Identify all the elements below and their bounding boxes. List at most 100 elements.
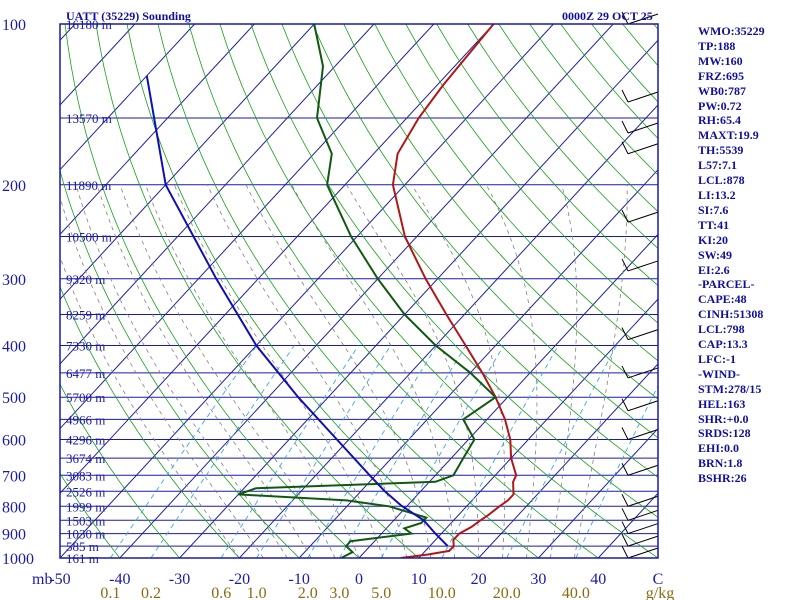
moist-adiabat-line (550, 184, 578, 558)
plot-frame (59, 23, 659, 559)
height-label: 5700 m (66, 390, 105, 405)
index-line: EHI:0.0 (698, 441, 740, 456)
wind-barb (621, 398, 629, 411)
stability-indices-panel: WMO:35229 TP:188 MW:160 FRZ:695 WB0:787 PW:0.… (698, 24, 798, 486)
isotherm-line (60, 24, 195, 171)
height-label: 4296 m (66, 433, 105, 448)
isotherm-line (239, 104, 658, 558)
height-label: 2526 m (66, 484, 105, 499)
isotherm-line (60, 24, 315, 300)
isotherm-line (298, 168, 658, 558)
temperature-trace (391, 24, 518, 558)
wind-barb (627, 535, 659, 547)
mixing-ratio-line (307, 345, 438, 558)
wind-barb (621, 521, 629, 534)
moist-adiabat-line (486, 184, 538, 558)
temperature-tick-label: 10 (411, 571, 427, 588)
wind-barb (621, 209, 629, 223)
height-label: 1503 m (66, 513, 105, 528)
mixing-ratio-line (339, 345, 467, 558)
dry-adiabat-line (60, 383, 181, 558)
plot-background (60, 24, 658, 558)
index-line: KI:20 (698, 232, 728, 247)
index-line: RH:65.4 (698, 113, 741, 128)
mixing-ratio-line (110, 345, 258, 558)
mixing-ratio-label: 5.0 (371, 585, 391, 600)
moist-adiabat-line (207, 184, 408, 558)
index-line: MAXT:19.9 (698, 128, 759, 143)
height-label: 585 m (66, 539, 99, 554)
mixing-ratio-line (506, 345, 617, 558)
moist-adiabat-line (60, 196, 264, 558)
pressure-label: 500 (2, 390, 26, 407)
dry-adiabat-line (467, 24, 658, 249)
mixing-ratio-line (441, 345, 559, 558)
index-line: HEL:163 (698, 396, 746, 411)
temperature-tick-label: 20 (471, 571, 487, 588)
temperature-tick-label: -10 (289, 571, 310, 588)
dry-adiabat-line (188, 24, 599, 558)
pressure-unit-label: mb (32, 571, 52, 588)
isotherm-line (179, 39, 658, 558)
dry-adiabat-line (157, 24, 540, 558)
wind-barb (621, 141, 629, 155)
wind-barb (627, 122, 659, 134)
wind-barb (627, 464, 659, 476)
wind-barb (627, 13, 659, 25)
temperature-tick-label: C (653, 571, 664, 588)
dry-adiabat-line (60, 285, 240, 558)
index-line: L57:7.1 (698, 158, 737, 173)
dry-adiabat-line (405, 24, 658, 324)
wind-barb (627, 495, 659, 507)
temperature-tick-label: 0 (355, 571, 363, 588)
wind-barb (627, 260, 659, 272)
height-label: 3083 m (66, 468, 105, 483)
temperature-tick-label: -20 (229, 571, 250, 588)
index-line: SHR:+0.0 (698, 411, 749, 426)
pressure-label: 300 (2, 272, 26, 289)
index-line: -WIND- (698, 366, 740, 381)
moist-adiabat-line (245, 184, 432, 558)
wind-barb (621, 120, 629, 134)
moist-adiabat-line (119, 184, 336, 558)
temperature-tick-label: -50 (49, 571, 70, 588)
temperature-tick-label: 40 (590, 571, 606, 588)
mixing-ratio-line (380, 345, 505, 558)
mixing-ratio-label: 1.0 (247, 585, 267, 600)
mixing-ratio-line (575, 384, 658, 558)
height-label: 10500 m (66, 230, 112, 245)
isotherm-line (418, 298, 658, 558)
dry-adiabat-line (436, 24, 658, 287)
height-label: 9320 m (66, 272, 105, 287)
index-line: TH:5539 (698, 143, 744, 158)
wind-barb (621, 89, 629, 103)
mixing-ratio-line (150, 345, 295, 558)
isotherm-line (60, 24, 554, 558)
isotherm-line (538, 427, 658, 558)
height-label: 1030 m (66, 527, 105, 542)
index-line: CAP:13.3 (698, 337, 748, 352)
moist-adiabat-line (411, 184, 506, 558)
pressure-label: 900 (2, 527, 26, 544)
height-label: 161 m (66, 551, 99, 566)
height-label: 4966 m (66, 412, 105, 427)
wind-barb (627, 400, 659, 412)
dry-adiabat-line (312, 24, 658, 439)
parcel-trace (145, 75, 449, 547)
height-label: 6477 m (66, 366, 105, 381)
index-line: CINH:51308 (698, 307, 764, 322)
index-line: LCL:878 (698, 173, 745, 188)
wind-barb (621, 327, 629, 340)
chart-time: 0000Z 29 OCT 25 (562, 9, 653, 23)
pressure-label: 600 (2, 433, 26, 450)
moist-adiabat-line (346, 184, 479, 558)
index-line: BRN:1.8 (698, 456, 743, 471)
index-line: PW:0.72 (698, 98, 742, 113)
mixing-ratio-label: 0.2 (141, 585, 161, 600)
wind-barb (621, 545, 629, 559)
index-line: TT:41 (698, 217, 730, 232)
moist-adiabat-line (291, 184, 456, 558)
height-label: 11890 m (66, 178, 111, 193)
temperature-tick-label: -40 (109, 571, 130, 588)
isotherm-line (60, 24, 255, 236)
